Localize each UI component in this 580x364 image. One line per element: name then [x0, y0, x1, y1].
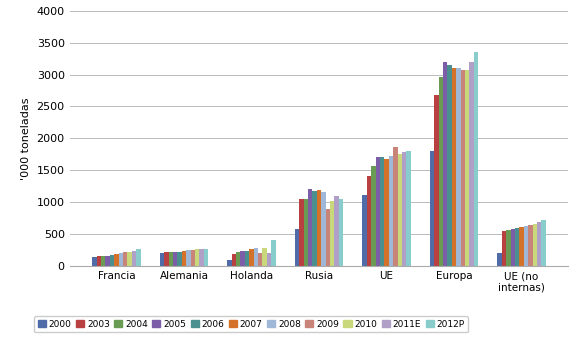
Bar — [262, 248, 267, 266]
Bar — [334, 196, 339, 266]
Bar — [502, 232, 506, 266]
Bar — [295, 229, 299, 266]
Bar — [330, 201, 334, 266]
Bar — [406, 151, 411, 266]
Bar — [430, 151, 434, 266]
Bar — [110, 255, 114, 266]
Y-axis label: '000 toneladas: '000 toneladas — [21, 97, 31, 179]
Bar — [452, 68, 456, 266]
Bar — [200, 249, 204, 266]
Bar — [304, 199, 308, 266]
Bar — [313, 191, 317, 266]
Bar — [245, 251, 249, 266]
Bar — [241, 252, 245, 266]
Bar — [380, 157, 385, 266]
Bar — [195, 249, 200, 266]
Bar — [258, 253, 262, 266]
Bar — [541, 220, 546, 266]
Bar — [271, 240, 275, 266]
Bar — [474, 52, 478, 266]
Bar — [385, 159, 389, 266]
Bar — [461, 70, 465, 266]
Bar — [438, 76, 443, 266]
Bar — [236, 252, 241, 266]
Bar — [118, 253, 123, 266]
Bar — [397, 154, 402, 266]
Bar — [123, 252, 128, 266]
Bar — [164, 252, 169, 266]
Bar — [510, 229, 515, 266]
Bar — [498, 253, 502, 266]
Bar — [204, 249, 208, 266]
Bar — [97, 256, 101, 266]
Bar — [506, 230, 510, 266]
Bar — [537, 222, 541, 266]
Bar — [532, 224, 537, 266]
Bar — [393, 147, 397, 266]
Bar — [128, 252, 132, 266]
Bar — [317, 190, 321, 266]
Bar — [325, 209, 330, 266]
Bar — [114, 254, 118, 266]
Bar — [186, 250, 190, 266]
Bar — [299, 199, 304, 266]
Bar — [249, 249, 253, 266]
Bar — [465, 70, 469, 266]
Bar — [367, 176, 371, 266]
Bar — [106, 256, 110, 266]
Bar — [253, 248, 258, 266]
Bar — [515, 228, 520, 266]
Bar — [434, 95, 438, 266]
Bar — [524, 226, 528, 266]
Bar — [339, 198, 343, 266]
Bar — [520, 227, 524, 266]
Bar — [190, 250, 195, 266]
Bar — [448, 65, 452, 266]
Bar — [177, 252, 182, 266]
Legend: 2000, 2003, 2004, 2005, 2006, 2007, 2008, 2009, 2010, 2011E, 2012P: 2000, 2003, 2004, 2005, 2006, 2007, 2008… — [34, 316, 468, 332]
Bar — [456, 68, 461, 266]
Bar — [173, 252, 177, 266]
Bar — [232, 254, 236, 266]
Bar — [362, 195, 367, 266]
Bar — [389, 156, 393, 266]
Bar — [376, 157, 380, 266]
Bar — [101, 256, 106, 266]
Bar — [227, 260, 232, 266]
Bar — [182, 251, 186, 266]
Bar — [92, 257, 97, 266]
Bar — [469, 62, 474, 266]
Bar — [308, 189, 313, 266]
Bar — [321, 191, 325, 266]
Bar — [169, 252, 173, 266]
Bar — [136, 249, 140, 266]
Bar — [267, 253, 271, 266]
Bar — [132, 251, 136, 266]
Bar — [443, 62, 448, 266]
Bar — [528, 225, 532, 266]
Bar — [402, 152, 406, 266]
Bar — [371, 166, 376, 266]
Bar — [160, 253, 164, 266]
